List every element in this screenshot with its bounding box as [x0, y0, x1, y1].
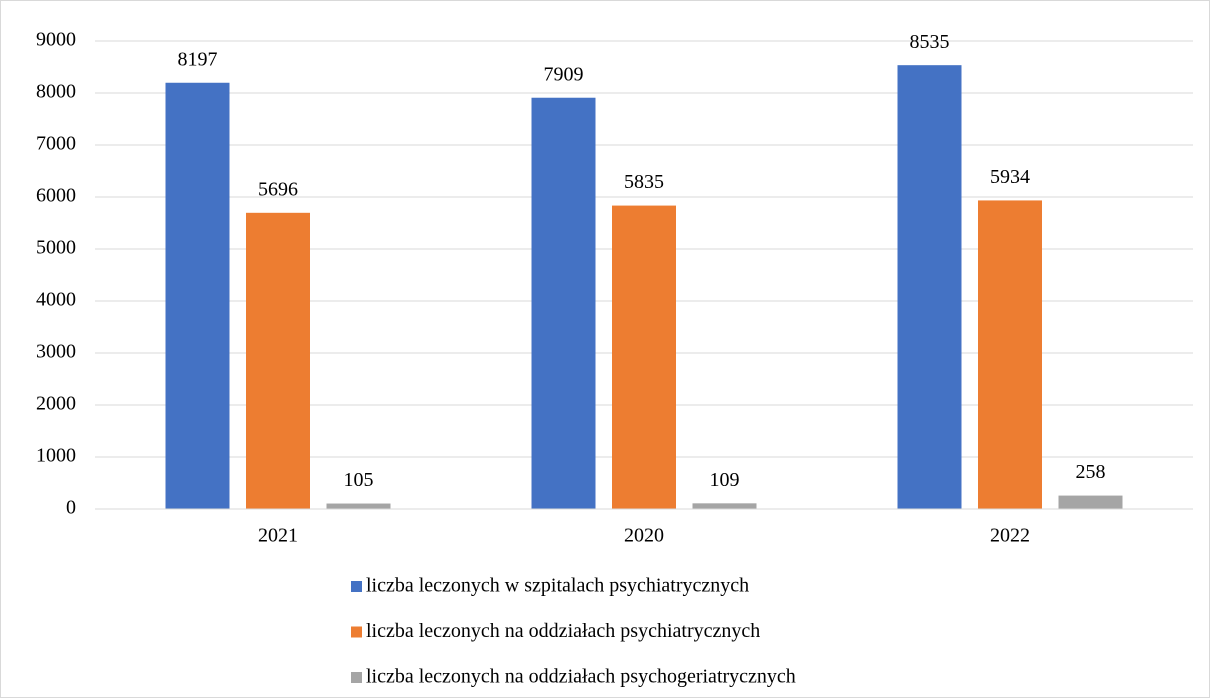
legend-swatch	[351, 626, 362, 638]
legend-swatch	[351, 672, 362, 683]
y-tick-label: 3000	[36, 341, 76, 363]
bar	[531, 97, 596, 510]
bar	[326, 503, 391, 509]
bar	[978, 200, 1042, 509]
y-tick-label: 7000	[36, 133, 76, 155]
y-tick-label: 5000	[36, 237, 76, 259]
bar	[897, 65, 962, 510]
data-label: 109	[710, 469, 740, 491]
legend-label: liczba leczonych na oddziałach psychoger…	[366, 666, 796, 688]
x-tick-label: 2020	[624, 525, 664, 547]
data-label: 5934	[990, 166, 1030, 188]
data-label: 7909	[544, 63, 584, 85]
y-tick-label: 2000	[36, 393, 76, 415]
bar	[246, 212, 310, 510]
y-tick-label: 8000	[36, 81, 76, 103]
data-label: 258	[1076, 461, 1106, 483]
y-tick-label: 6000	[36, 185, 76, 207]
data-label: 5696	[258, 178, 298, 200]
data-label: 8197	[178, 48, 218, 70]
data-label: 8535	[910, 31, 950, 53]
legend-label: liczba leczonych w szpitalach psychiatry…	[366, 575, 749, 597]
bar	[692, 503, 757, 509]
bar	[1058, 495, 1123, 509]
y-tick-label: 1000	[36, 445, 76, 467]
bar	[612, 205, 676, 509]
y-tick-label: 4000	[36, 289, 76, 311]
legend-label: liczba leczonych na oddziałach psychiatr…	[366, 620, 760, 642]
y-tick-label: 0	[66, 497, 76, 519]
data-label: 105	[344, 469, 374, 491]
x-tick-label: 2021	[258, 525, 298, 547]
bar	[165, 82, 230, 510]
legend-swatch	[351, 581, 362, 592]
y-tick-label: 9000	[36, 29, 76, 51]
x-tick-label: 2022	[990, 525, 1030, 547]
data-label: 5835	[624, 171, 664, 193]
